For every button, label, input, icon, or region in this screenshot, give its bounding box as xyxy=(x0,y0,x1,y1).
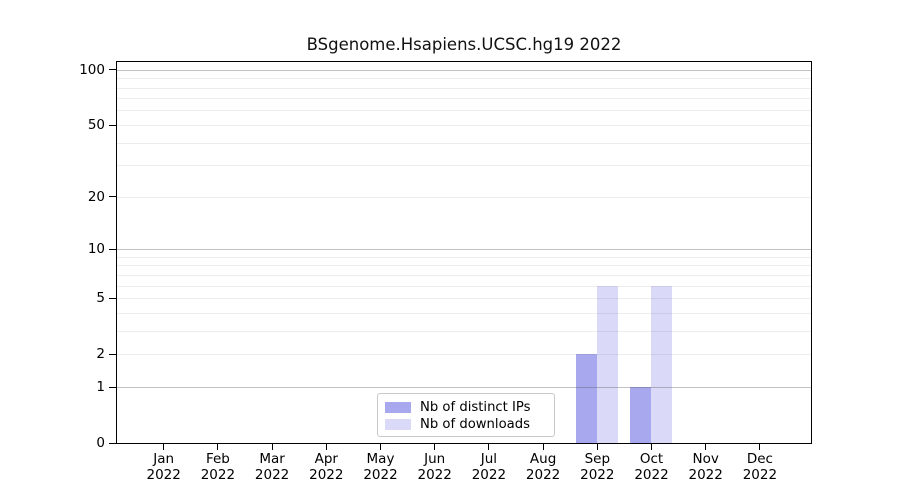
x-tick-label: Jun 2022 xyxy=(403,451,467,483)
x-tick-mark xyxy=(759,444,761,451)
x-tick-year: 2022 xyxy=(471,467,507,483)
y-gridline-minor xyxy=(117,110,811,112)
x-tick-year: 2022 xyxy=(254,467,290,483)
x-tick-mark xyxy=(379,444,382,451)
x-tick-month: Mar xyxy=(259,451,285,467)
y-gridline-minor xyxy=(117,256,811,258)
x-tick-mark xyxy=(163,444,165,451)
legend-entry-distinct-ips: Nb of distinct IPs xyxy=(385,399,544,415)
y-gridline-minor xyxy=(117,98,811,100)
legend-label-distinct-ips: Nb of distinct IPs xyxy=(420,399,531,415)
x-tick-month: Jul xyxy=(480,451,498,467)
x-tick-month: Oct xyxy=(639,451,664,467)
x-tick-label: May 2022 xyxy=(349,451,413,483)
x-tick-year: 2022 xyxy=(146,467,181,483)
x-tick-year: 2022 xyxy=(742,467,778,483)
grid-layer xyxy=(117,62,811,443)
x-tick-year: 2022 xyxy=(417,467,452,483)
y-tick-mark xyxy=(109,69,116,71)
x-tick-year: 2022 xyxy=(200,467,236,483)
y-tick-mark xyxy=(109,353,116,355)
x-tick-year: 2022 xyxy=(309,467,344,483)
bar-downloads-oct xyxy=(651,285,673,443)
plot-area xyxy=(116,61,812,444)
x-tick-mark xyxy=(217,444,219,451)
y-tick-label: 0 xyxy=(96,435,105,452)
y-gridline-major xyxy=(117,386,811,388)
y-gridline-major xyxy=(117,69,811,71)
x-tick-label: Aug 2022 xyxy=(511,451,575,483)
x-tick-month: Apr xyxy=(314,451,338,467)
y-tick-mark xyxy=(109,248,116,250)
x-tick-mark xyxy=(271,444,273,451)
x-tick-year: 2022 xyxy=(634,467,669,483)
x-tick-month: Feb xyxy=(205,451,230,467)
x-tick-mark xyxy=(325,444,327,451)
x-tick-year: 2022 xyxy=(580,467,615,483)
y-gridline-minor xyxy=(117,354,811,356)
bar-distinct-ips-sep xyxy=(576,354,598,443)
x-tick-month: Jun xyxy=(424,451,446,467)
bars-layer xyxy=(117,62,811,443)
x-tick-label: Oct 2022 xyxy=(620,451,684,483)
x-tick-month: Dec xyxy=(746,451,773,467)
x-tick-label: Jan 2022 xyxy=(132,451,196,483)
y-gridline-minor xyxy=(117,78,811,80)
x-tick-label: Sep 2022 xyxy=(565,451,629,483)
y-gridline-major xyxy=(117,249,811,250)
x-tick-mark xyxy=(488,444,490,451)
y-gridline-minor xyxy=(117,165,811,167)
legend-swatch-distinct-ips xyxy=(385,401,411,413)
x-tick-month: May xyxy=(366,451,395,467)
x-tick-label: Dec 2022 xyxy=(728,451,792,483)
x-tick-year: 2022 xyxy=(525,467,561,483)
x-tick-mark xyxy=(650,444,653,451)
x-tick-month: Nov xyxy=(692,451,719,467)
y-tick-label: 5 xyxy=(96,290,105,307)
x-tick-year: 2022 xyxy=(363,467,398,483)
x-tick-month: Jan xyxy=(153,451,175,467)
y-gridline-minor xyxy=(117,265,811,267)
legend-entry-downloads: Nb of downloads xyxy=(385,416,544,432)
x-tick-label: Jul 2022 xyxy=(457,451,521,483)
legend-label-downloads: Nb of downloads xyxy=(420,416,530,432)
x-tick-label: Feb 2022 xyxy=(186,451,250,483)
y-tick-mark xyxy=(109,196,116,198)
x-tick-mark xyxy=(434,444,436,451)
y-tick-mark xyxy=(109,297,116,299)
bar-distinct-ips-oct xyxy=(630,386,652,443)
x-tick-mark xyxy=(705,444,707,451)
y-gridline-minor xyxy=(117,298,811,299)
x-tick-label: Mar 2022 xyxy=(240,451,304,483)
y-gridline-minor xyxy=(117,87,811,89)
legend-swatch-downloads xyxy=(385,418,411,430)
y-gridline-minor xyxy=(117,312,811,314)
y-gridline-minor xyxy=(117,285,811,287)
y-tick-label: 10 xyxy=(87,241,105,258)
x-tick-year: 2022 xyxy=(688,467,723,483)
y-tick-mark xyxy=(109,124,116,126)
bar-downloads-sep xyxy=(597,285,619,443)
y-gridline-minor xyxy=(117,124,811,126)
y-tick-label: 50 xyxy=(87,117,105,134)
y-gridline-minor xyxy=(117,274,811,276)
y-gridline-minor xyxy=(117,330,811,332)
y-tick-mark xyxy=(109,386,116,388)
y-gridline-minor xyxy=(117,142,811,144)
y-tick-label: 20 xyxy=(87,188,105,205)
x-tick-month: Aug xyxy=(529,451,557,467)
x-tick-label: Apr 2022 xyxy=(294,451,358,483)
chart-title: BSgenome.Hsapiens.UCSC.hg19 2022 xyxy=(306,35,622,54)
y-gridline-minor xyxy=(117,196,811,198)
y-tick-label: 100 xyxy=(79,61,105,78)
y-tick-mark xyxy=(109,442,116,444)
x-tick-mark xyxy=(596,444,598,451)
x-tick-month: Sep xyxy=(584,451,611,467)
x-tick-label: Nov 2022 xyxy=(674,451,738,483)
y-tick-label: 2 xyxy=(96,346,105,363)
x-tick-mark xyxy=(542,444,544,451)
y-tick-label: 1 xyxy=(96,379,105,396)
legend: Nb of distinct IPs Nb of downloads xyxy=(377,393,555,437)
